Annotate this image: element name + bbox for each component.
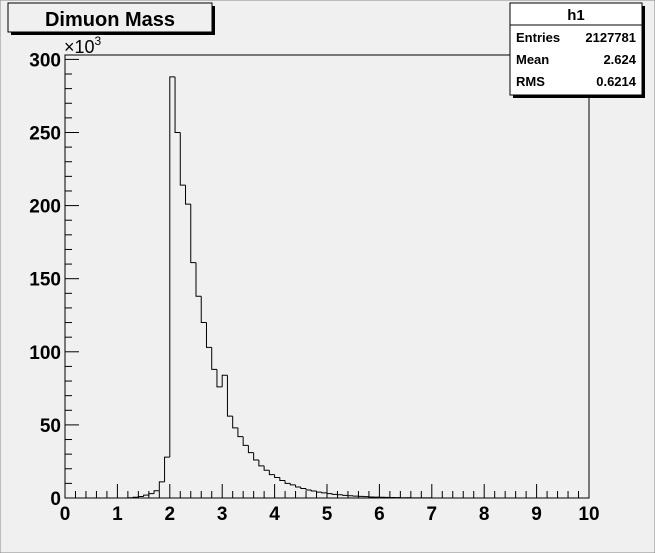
histogram-bin [169,76,176,458]
histogram-bin [164,456,170,482]
histogram-bin [284,480,291,484]
stats-box: h1 Entries 2127781 Mean 2.624 RMS 0.6214 [509,2,645,98]
stats-label: RMS [516,74,545,89]
x-tick-label: 7 [427,504,438,525]
histogram-bin [190,204,196,264]
x-tick-label: 3 [217,504,228,525]
histogram-bin [158,481,165,491]
stats-label: Mean [516,52,549,67]
histogram-bin [174,76,181,133]
title-frame [7,2,213,33]
histogram-bin [268,470,275,476]
histogram-bin [148,493,155,496]
histogram-bin [274,474,280,479]
x-tick-label: 0 [60,504,71,525]
y-tick-label: 300 [29,50,61,71]
histogram-bin [179,132,186,186]
histogram-bin [279,477,286,481]
x-tick-label: 5 [322,504,333,525]
stats-frame [509,2,643,96]
histogram-bin [253,452,259,461]
stats-title: h1 [567,7,585,24]
y-multiplier: ×103 [64,34,102,57]
histogram-bin [205,322,212,348]
x-tick-label: 1 [112,504,123,525]
histogram-bin [200,296,207,324]
y-tick-label: 0 [50,489,61,510]
histogram-bin [237,427,244,438]
histogram-bin [247,445,254,454]
histogram-bin [321,492,327,494]
chart-title: Dimuon Mass [45,9,175,31]
plot-frame [64,54,590,499]
y-tick-label: 150 [29,270,61,291]
histogram-bin [195,262,202,297]
histogram-bin [137,496,144,498]
stats-value: 2127781 [585,30,636,45]
x-tick-label: 6 [374,504,385,525]
histogram-bin [342,494,348,496]
stats-value: 2.624 [603,52,636,67]
y-multiplier-base: ×10 [64,37,95,57]
x-tick-label: 9 [531,504,542,525]
y-tick-label: 200 [29,197,61,218]
histogram-bin [226,375,233,417]
histogram-bin [310,489,317,492]
histogram-bin [221,374,228,387]
histogram-bin [211,347,217,370]
histogram-bin [305,488,312,491]
y-tick-label: 100 [29,343,61,364]
histogram-bin [263,465,270,471]
x-tick-label: 10 [578,504,599,525]
stats-label: Entries [516,30,560,45]
histogram-bin [326,492,333,495]
y-tick-label: 250 [29,123,61,144]
histogram-bin [300,487,307,489]
histogram-bin [153,490,160,494]
histogram-bin [331,493,338,495]
x-tick-label: 2 [165,504,176,525]
y-tick-label: 50 [40,416,61,437]
histogram-bin [316,490,322,493]
histogram-bin [295,484,301,488]
histogram-bin [185,185,191,205]
x-tick-label: 8 [479,504,490,525]
title-box: Dimuon Mass [7,2,215,35]
histogram-bin [143,494,149,497]
stats-value: 0.6214 [596,74,637,89]
histogram-bin [242,436,249,446]
x-tick-label: 4 [269,504,280,525]
histogram-bin [216,369,223,388]
histogram-bin [289,483,296,486]
histogram-bin [232,416,238,429]
histogram-bin [258,459,265,467]
y-multiplier-exponent: 3 [95,34,102,48]
